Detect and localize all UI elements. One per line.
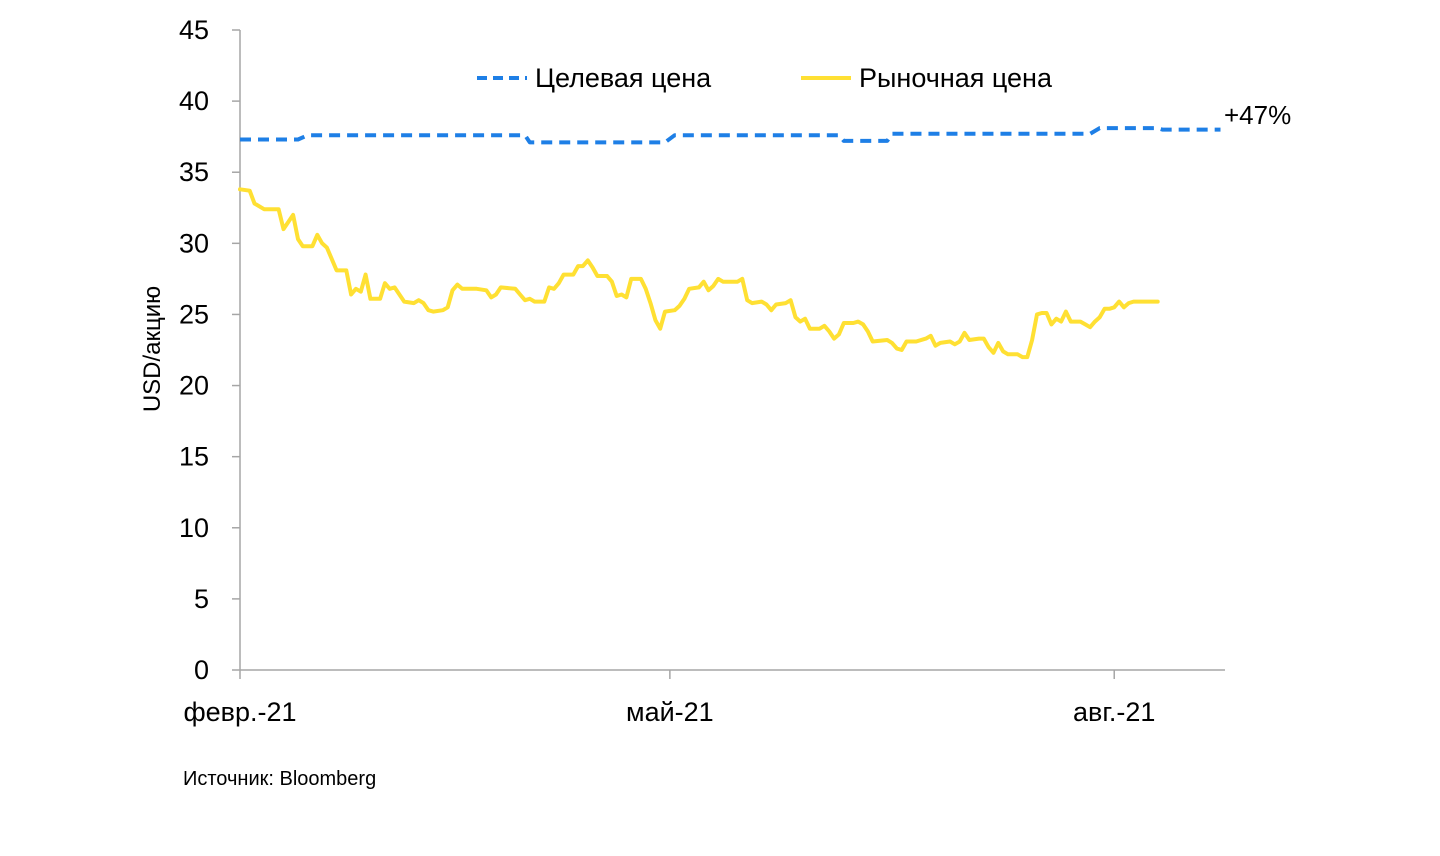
y-tick-label: 30 xyxy=(179,228,209,258)
y-tick-label: 45 xyxy=(179,15,209,45)
y-tick-label: 10 xyxy=(179,513,209,543)
x-tick-label: авг.-21 xyxy=(1073,697,1155,727)
y-tick-label: 35 xyxy=(179,157,209,187)
y-tick-label: 5 xyxy=(194,584,209,614)
change-annotation: +47% xyxy=(1224,100,1291,130)
x-tick-label: май-21 xyxy=(626,697,714,727)
y-tick-label: 20 xyxy=(179,371,209,401)
y-tick-label: 25 xyxy=(179,299,209,329)
y-tick-label: 0 xyxy=(194,655,209,685)
axes: 0 5 10 15 20 25 30 35 40 45 февр.-21 май-21 авг.-21 xyxy=(179,15,1225,727)
y-tick-label: 40 xyxy=(179,86,209,116)
legend-label: Рыночная цена xyxy=(859,63,1053,93)
y-axis-title: USD/акцию xyxy=(139,286,166,412)
legend: Целевая цена Рыночная цена xyxy=(477,63,1053,93)
market-price-line xyxy=(238,187,1160,360)
target-price-line xyxy=(240,126,1221,145)
x-tick-label: февр.-21 xyxy=(183,697,296,727)
series-layer xyxy=(238,126,1221,360)
legend-label: Целевая цена xyxy=(535,63,712,93)
source-note: Источник: Bloomberg xyxy=(183,768,377,790)
y-tick-label: 15 xyxy=(179,442,209,472)
